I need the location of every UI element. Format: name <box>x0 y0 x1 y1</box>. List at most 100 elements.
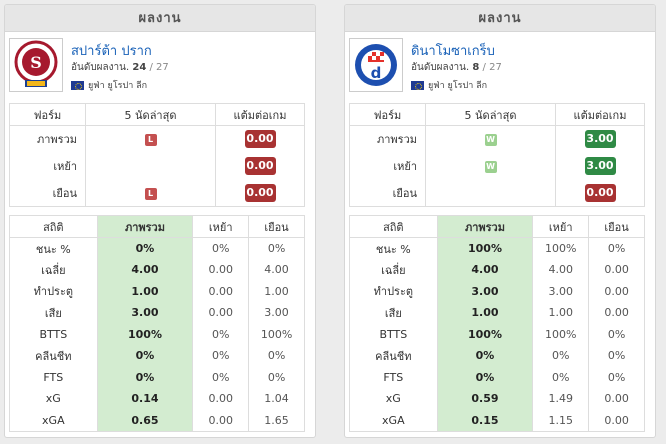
stat-label: เฉลี่ย <box>9 259 98 281</box>
stats-header-cell: สถิติ <box>349 215 438 238</box>
stat-home: 0% <box>192 323 250 345</box>
stat-away: 0% <box>248 345 305 367</box>
stat-home: 1.15 <box>532 409 590 432</box>
stats-header-cell: เยือน <box>248 215 305 238</box>
stat-away: 0.00 <box>588 409 645 432</box>
stat-label: เฉลี่ย <box>349 259 438 281</box>
form-row: เยือน L 0.00 <box>9 179 305 207</box>
stat-home: 0.00 <box>192 388 250 410</box>
form-results-cell: W <box>425 152 556 180</box>
stat-label: xGA <box>349 409 438 432</box>
ppg-badge: 0.00 <box>244 157 276 175</box>
stat-home: 100% <box>532 237 590 259</box>
stat-home: 1.49 <box>532 388 590 410</box>
stat-label: BTTS <box>9 323 98 345</box>
stat-label: คลีนชีท <box>9 345 98 367</box>
stat-away: 1.04 <box>248 388 305 410</box>
stat-overall: 3.00 <box>436 280 534 302</box>
stat-away: 0.00 <box>588 302 645 324</box>
team-name-link[interactable]: สปาร์ต้า ปราก <box>71 44 152 59</box>
stat-overall: 4.00 <box>96 259 194 281</box>
stats-row: เสีย 3.00 0.00 3.00 <box>9 302 305 324</box>
win-badge-icon[interactable]: W <box>484 161 497 173</box>
stats-row: ชนะ % 0% 0% 0% <box>9 237 305 259</box>
stats-header-cell: เหย้า <box>192 215 250 238</box>
stat-home: 0% <box>192 366 250 388</box>
form-row: ภาพรวม L 0.00 <box>9 125 305 153</box>
form-row-label: เหย้า <box>349 152 426 180</box>
rank-total: / 27 <box>149 62 169 73</box>
loss-badge-icon[interactable]: L <box>144 187 157 200</box>
form-header-cell: แต้มต่อเกม <box>555 103 645 126</box>
stats-row: BTTS 100% 0% 100% <box>9 323 305 345</box>
dinamo-zagreb-crest-icon[interactable]: d <box>349 38 403 92</box>
form-header-cell: ฟอร์ม <box>349 103 426 126</box>
form-results-cell: W <box>425 125 556 153</box>
stat-overall: 0% <box>436 366 534 388</box>
rank-value: 24 <box>132 62 147 73</box>
stat-home: 0% <box>192 345 250 367</box>
form-row: เยือน 0.00 <box>349 179 645 207</box>
panel-title: ผลงาน <box>5 5 315 32</box>
form-row: เหย้า 0.00 <box>9 152 305 180</box>
stat-home: 0% <box>532 345 590 367</box>
stats-row: FTS 0% 0% 0% <box>9 366 305 388</box>
stats-header-cell: ภาพรวม <box>96 215 194 238</box>
ppg-badge: 0.00 <box>244 183 276 202</box>
stat-home: 3.00 <box>532 280 590 302</box>
stat-label: FTS <box>349 366 438 388</box>
stat-home: 0% <box>532 366 590 388</box>
win-badge-icon[interactable]: W <box>484 134 497 147</box>
stats-row: xG 0.59 1.49 0.00 <box>349 388 645 410</box>
loss-badge-icon[interactable]: L <box>144 134 157 147</box>
svg-text:d: d <box>371 64 382 82</box>
ppg-badge: 3.00 <box>584 130 616 149</box>
team-name-link[interactable]: ดินาโมซาเกร็บ <box>411 44 495 59</box>
sparta-praha-crest-icon[interactable]: S <box>9 38 63 92</box>
eu-flag-icon <box>411 80 424 90</box>
form-header-cell: แต้มต่อเกม <box>215 103 305 126</box>
stat-away: 0% <box>248 366 305 388</box>
stat-overall: 0.59 <box>436 388 534 410</box>
league-info: ยูฟ่า ยูโรปา ลีก <box>71 78 147 92</box>
form-row-label: ภาพรวม <box>9 125 86 153</box>
stat-away: 0% <box>588 345 645 367</box>
stats-row: FTS 0% 0% 0% <box>349 366 645 388</box>
stat-overall: 3.00 <box>96 302 194 324</box>
ppg-badge: 3.00 <box>584 157 616 175</box>
rank-label: อันดับผลงาน. <box>71 62 130 73</box>
stats-row: BTTS 100% 100% 0% <box>349 323 645 345</box>
svg-text:S: S <box>30 53 42 72</box>
stats-row: คลีนชีท 0% 0% 0% <box>9 345 305 367</box>
stat-label: เสีย <box>349 302 438 324</box>
stats-header-cell: เหย้า <box>532 215 590 238</box>
stat-away: 3.00 <box>248 302 305 324</box>
stats-header-cell: ภาพรวม <box>436 215 534 238</box>
stat-home: 0.00 <box>192 302 250 324</box>
stat-overall: 0.14 <box>96 388 194 410</box>
stats-header-row: สถิติ ภาพรวม เหย้า เยือน <box>349 215 645 238</box>
rank-total: / 27 <box>482 62 502 73</box>
rank-label: อันดับผลงาน. <box>411 62 470 73</box>
stat-away: 0.00 <box>588 280 645 302</box>
stat-label: BTTS <box>349 323 438 345</box>
form-header-cell: 5 นัดล่าสุด <box>85 103 216 126</box>
stat-away: 1.00 <box>248 280 305 302</box>
form-row: เหย้า W 3.00 <box>349 152 645 180</box>
ppg-cell: 0.00 <box>215 125 305 153</box>
stat-home: 0.00 <box>192 259 250 281</box>
form-table: ฟอร์ม 5 นัดล่าสุด แต้มต่อเกม ภาพรวม L 0.00 เหย… <box>9 103 305 207</box>
stat-overall: 0% <box>96 366 194 388</box>
stats-row: xG 0.14 0.00 1.04 <box>9 388 305 410</box>
form-row-label: เยือน <box>349 179 426 207</box>
team-header: d ดินาโมซาเกร็บ อันดับผลงาน. 8 / 27 ยูฟ่า … <box>345 32 655 98</box>
stat-overall: 0% <box>96 237 194 259</box>
stat-home: 4.00 <box>532 259 590 281</box>
stat-overall: 1.00 <box>436 302 534 324</box>
stats-row: ชนะ % 100% 100% 0% <box>349 237 645 259</box>
stats-row: เสีย 1.00 1.00 0.00 <box>349 302 645 324</box>
stats-table: สถิติ ภาพรวม เหย้า เยือน ชนะ % 100% 100% 0% เฉลี… <box>349 215 645 432</box>
stats-row: xGA 0.65 0.00 1.65 <box>9 409 305 432</box>
stat-overall: 100% <box>96 323 194 345</box>
stat-away: 0% <box>588 366 645 388</box>
